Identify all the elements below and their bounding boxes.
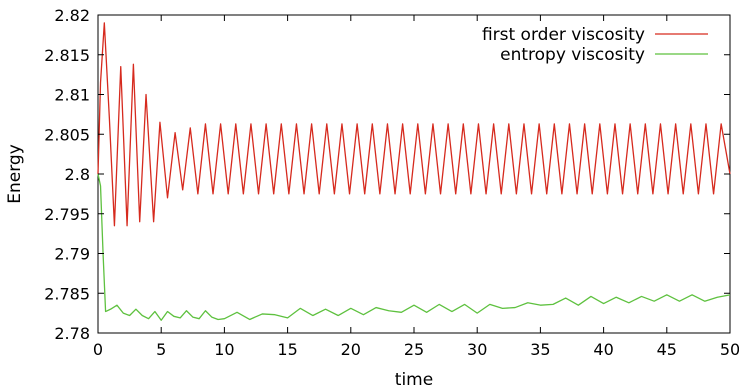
legend: first order viscosity entropy viscosity <box>482 25 708 65</box>
y-tick-label: 2.795 <box>44 205 90 224</box>
x-tick-label: 15 <box>277 340 297 359</box>
series-layer <box>97 22 731 321</box>
x-tick-label: 50 <box>720 340 739 359</box>
x-tick-label: 10 <box>214 340 234 359</box>
y-tick-label: 2.8 <box>65 165 90 184</box>
series-line-first-order-viscosity <box>97 22 731 227</box>
x-axis-label: time <box>395 370 433 390</box>
legend-label-first-order-viscosity: first order viscosity <box>482 25 645 45</box>
x-tick-label: 5 <box>156 340 166 359</box>
y-tick-label: 2.79 <box>54 245 90 264</box>
x-tick-label: 30 <box>467 340 487 359</box>
y-tick-label: 2.78 <box>54 324 90 343</box>
y-tick-label: 2.81 <box>54 86 90 105</box>
y-tick-label: 2.82 <box>54 6 90 25</box>
x-tick-label: 40 <box>593 340 613 359</box>
y-tick-label: 2.805 <box>44 125 90 144</box>
x-tick-label: 45 <box>657 340 677 359</box>
x-tick-label: 25 <box>404 340 424 359</box>
y-tick-label: 2.815 <box>44 46 90 65</box>
legend-entry-entropy-viscosity: entropy viscosity <box>500 45 708 65</box>
x-tick-label: 20 <box>341 340 361 359</box>
x-tick-label: 0 <box>93 340 103 359</box>
y-tick-label: 2.785 <box>44 284 90 303</box>
plot-area: 0 5 10 15 20 25 30 35 40 45 50 2.78 2.785 2.79 2.795 2.… <box>44 6 739 359</box>
legend-label-entropy-viscosity: entropy viscosity <box>500 45 645 65</box>
series-line-entropy-viscosity <box>97 173 731 321</box>
legend-entry-first-order-viscosity: first order viscosity <box>482 25 708 45</box>
y-axis-label: Energy <box>5 144 25 204</box>
x-tick-label: 35 <box>530 340 550 359</box>
ticks-layer: 0 5 10 15 20 25 30 35 40 45 50 2.78 2.785 2.79 2.795 2.… <box>44 6 739 359</box>
